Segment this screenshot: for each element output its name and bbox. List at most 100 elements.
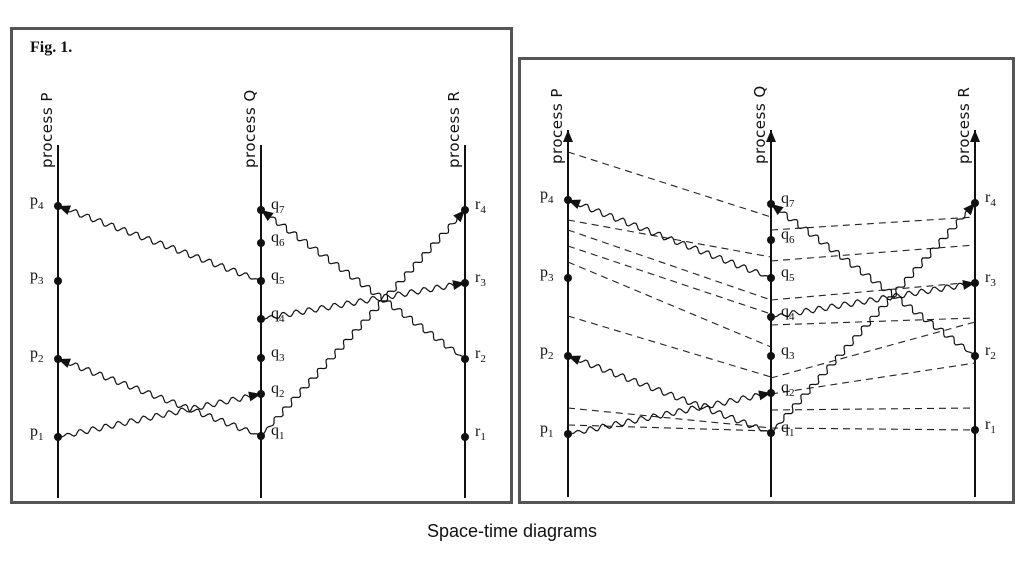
event-p4-label: p4 [540,186,554,207]
event-q7-label: q7 [781,190,795,211]
timeline-arrowhead [970,130,980,142]
dashed-time-line [567,151,772,218]
event-r3-label: r3 [985,269,996,290]
message-q1-to-p2 [57,358,262,437]
event-q2-dot [257,390,265,398]
caption: Space-time diagrams [426,521,598,541]
event-q2-dot [767,389,775,397]
event-r1-label: r1 [475,423,486,444]
right-diagram-panel: process P process Q process R p1 p2 p3 p4 q1 q2 q… [518,57,1015,504]
event-p1-dot [54,433,62,441]
event-p3-label: p3 [540,264,554,285]
event-p3-dot [54,277,62,285]
event-q5-label: q5 [781,264,795,285]
message-q4-to-r3 [260,282,465,320]
dashed-time-line [567,245,772,315]
event-r1-label: r1 [985,416,996,437]
dashed-time-line [770,244,976,262]
dashed-time-line [567,315,772,378]
event-r2-dot [461,355,469,363]
event-r4-dot [971,199,979,207]
process-p-label: process P [38,92,56,168]
event-p4-dot [564,196,572,204]
event-r3-dot [971,279,979,287]
event-p2-label: p2 [540,342,554,363]
event-r4-label: r4 [475,196,486,217]
event-q1-dot [767,429,775,437]
dashed-time-line [770,362,976,395]
dashed-time-line [567,407,772,429]
event-q7-label: q7 [271,196,285,217]
event-q3-label: q3 [781,342,795,363]
event-q5-dot [257,277,265,285]
dashed-time-line [567,261,772,348]
process-q-label: process Q [241,89,259,168]
left-diagram-panel: Fig. 1. process P process Q process R p1 p2 p… [10,27,513,504]
event-q7-dot [767,200,775,208]
event-q7-dot [257,206,265,214]
event-p1-label: p1 [30,423,44,444]
dashed-time-line [567,424,772,432]
event-p3-dot [564,274,572,282]
event-p4-label: p4 [30,192,44,213]
event-q4-label: q4 [781,303,795,324]
message-q1-to-r4 [260,209,466,437]
dashed-time-line [567,219,772,258]
dashed-time-line [770,407,976,411]
message-q5-to-p4 [567,199,772,279]
message-q5-to-p4 [57,205,262,282]
message-q1-to-p2 [567,355,772,434]
process-p-label: process P [548,88,566,164]
event-r4-label: r4 [985,189,996,210]
dashed-time-line [567,229,772,301]
event-p1-dot [564,430,572,438]
event-q4-dot [767,313,775,321]
event-q6-dot [257,239,265,247]
event-q6-dot [767,236,775,244]
event-q5-dot [767,274,775,282]
timeline-arrowhead [766,130,776,142]
event-r2-label: r2 [985,342,996,363]
dashed-time-line [770,216,976,231]
message-p1-to-q2 [57,393,262,438]
event-p4-dot [54,202,62,210]
event-q4-dot [257,315,265,323]
message-q4-to-r3 [770,282,975,318]
right-space-time-diagram [563,130,980,497]
event-q1-dot [257,432,265,440]
event-p2-label: p2 [30,345,44,366]
event-p1-label: p1 [540,420,554,441]
dashed-time-line [770,281,976,301]
message-arrowhead [261,210,274,222]
figure-title: Fig. 1. [30,39,73,56]
event-r1-dot [971,426,979,434]
event-q2-label: q2 [781,379,795,400]
event-q6-label: q6 [271,229,285,250]
event-r2-label: r2 [475,345,486,366]
event-q1-label: q1 [271,422,285,443]
message-q1-to-r4 [770,202,976,434]
event-r3-label: r3 [475,269,486,290]
event-r3-dot [461,279,469,287]
left-space-time-diagram [54,145,469,498]
event-r4-dot [461,206,469,214]
timeline-arrowhead [563,130,573,142]
process-q-label: process Q [751,85,769,164]
event-q3-dot [257,354,265,362]
message-arrowhead [771,204,784,216]
event-q5-label: q5 [271,267,285,288]
event-r1-dot [461,433,469,441]
message-r2-to-q7 [260,209,466,360]
process-r-label: process R [445,90,463,168]
event-q4-label: q4 [271,305,285,326]
message-r2-to-q7 [770,203,976,357]
dashed-time-line [770,317,976,326]
message-arrowhead [453,210,465,223]
dashed-time-line [770,321,976,379]
dashed-time-line [770,427,976,431]
event-q3-label: q3 [271,344,285,365]
event-p2-dot [54,355,62,363]
event-q2-label: q2 [271,380,285,401]
message-p1-to-q2 [567,392,772,435]
message-arrowhead [963,203,975,216]
